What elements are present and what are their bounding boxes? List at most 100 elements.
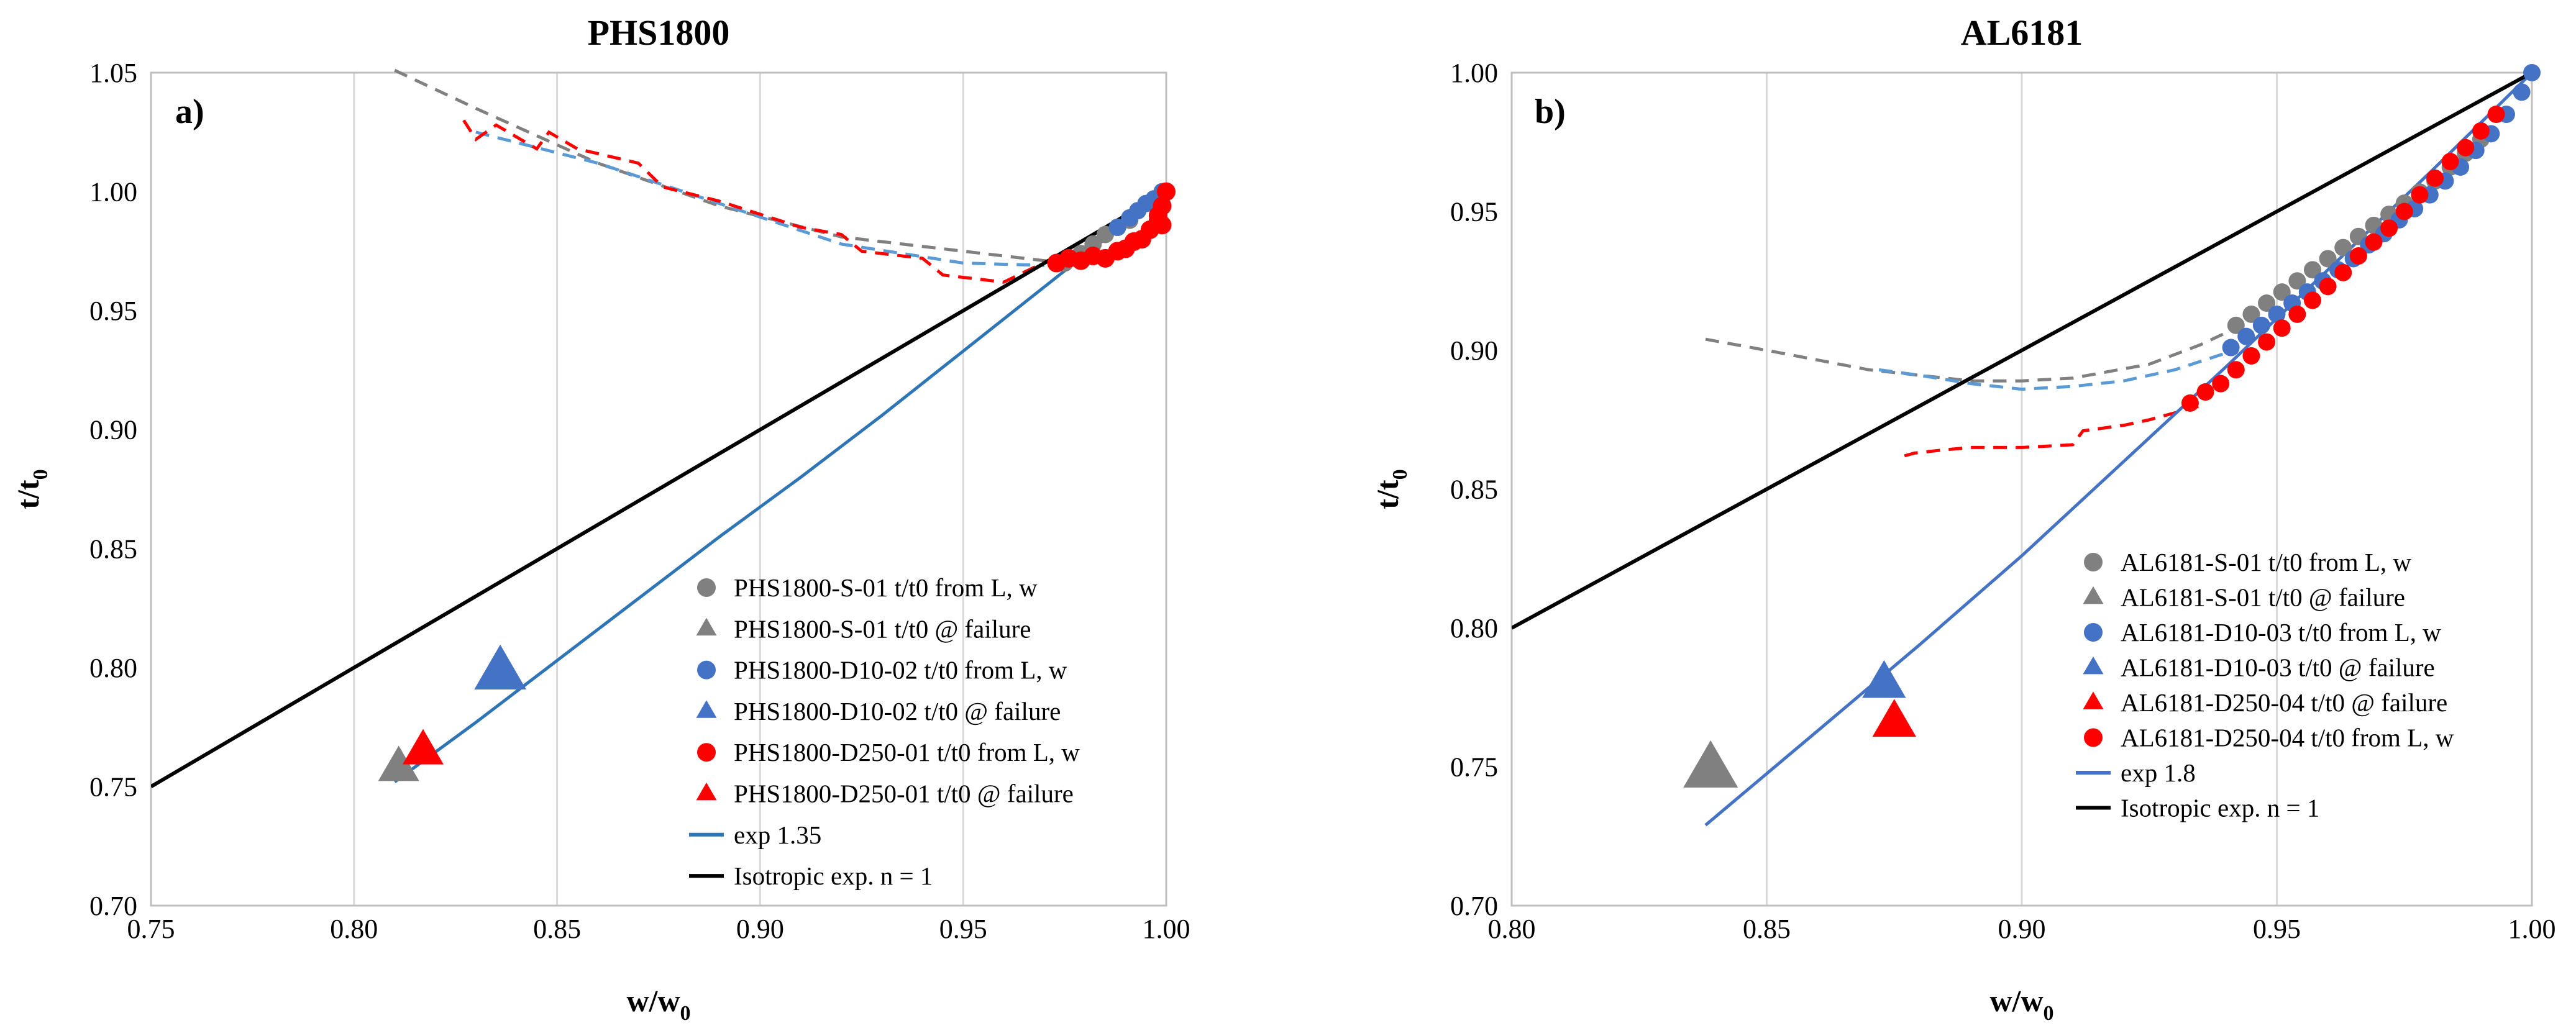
series-al6181-s-01-t-t0-dashed	[1705, 326, 2237, 383]
x-tick-label: 0.85	[1743, 914, 1791, 944]
point-phs1800-d10-02-t-t0-from-l-w	[1108, 219, 1126, 237]
legend-label: exp 1.8	[2121, 758, 2196, 787]
series-exp-1-35	[393, 190, 1167, 783]
point-al6181-s-01-t-t0-from-l-w	[2258, 294, 2276, 312]
point-al6181-d250-04-t-t0-from-l-w	[2395, 202, 2413, 221]
y-tick-label: 0.85	[1450, 475, 1498, 505]
legend-marker-circle	[2084, 553, 2103, 571]
point-phs1800-d250-01-t-t0-from-l-w	[1153, 216, 1172, 235]
series-isotropic-exp-n-1	[151, 190, 1167, 788]
y-tick-label: 0.85	[89, 534, 137, 564]
legend-item: AL6181-D10-03 t/t0 @ failure	[2083, 653, 2435, 682]
point-al6181-d250-04-t-t0-from-l-w	[2411, 186, 2429, 204]
plot-frame	[150, 71, 1167, 907]
point-phs1800-d250-01-t-t0-from-l-w	[1157, 182, 1176, 201]
x-tick-label: 0.80	[330, 914, 378, 944]
point-al6181-d250-04-t-t0-from-l-w	[2457, 139, 2475, 157]
point-al6181-d10-03-t-t0-from-l-w	[2237, 327, 2255, 345]
legend-marker-circle	[2084, 623, 2103, 642]
point-al6181-s-01-t-t0-from-l-w	[2227, 316, 2245, 334]
y-axis-label: t/t0	[11, 469, 52, 509]
legend-marker-triangle	[696, 782, 717, 801]
x-tick-label: 0.90	[736, 914, 784, 944]
series-exp-1-8	[1704, 71, 2533, 827]
legend-label: PHS1800-D250-01 t/t0 @ failure	[734, 780, 1074, 808]
legend-marker-circle	[2084, 728, 2103, 747]
point-al6181-d250-04-t-t0-from-l-w	[2426, 169, 2444, 187]
legend: AL6181-S-01 t/t0 from L, w AL6181-S-01 t/…	[2076, 548, 2454, 822]
legend-item: AL6181-S-01 t/t0 @ failure	[2083, 583, 2405, 612]
series-group	[1512, 64, 2541, 827]
legend-item: exp 1.8	[2076, 758, 2196, 787]
legend-marker-triangle	[2083, 586, 2104, 604]
legend-label: PHS1800-S-01 t/t0 @ failure	[734, 614, 1031, 643]
point-al6181-d250-04-t-t0-from-l-w	[2349, 247, 2367, 265]
series-isotropic-exp-n-1	[1512, 71, 2533, 630]
point-al6181-s-01-t-t0-from-l-w	[2273, 283, 2291, 301]
point-al6181-d10-03-t-t0-from-l-w	[2268, 305, 2286, 323]
y-tick-label: 0.80	[1450, 613, 1498, 644]
legend-label: PHS1800-D250-01 t/t0 from L, w	[734, 738, 1080, 766]
y-tick-label: 0.70	[1450, 891, 1498, 921]
point-al6181-d250-04-t-t0-from-l-w	[2365, 233, 2383, 251]
legend-item: AL6181-S-01 t/t0 from L, w	[2084, 548, 2411, 576]
x-tick-label: 0.80	[1488, 914, 1536, 944]
legend-item: PHS1800-S-01 t/t0 from L, w	[697, 573, 1038, 602]
legend-item: exp 1.35	[689, 821, 821, 849]
legend-label: AL6181-S-01 t/t0 @ failure	[2121, 583, 2405, 612]
legend-label: AL6181-D250-04 t/t0 @ failure	[2121, 688, 2447, 717]
legend-label: AL6181-D10-03 t/t0 from L, w	[2121, 618, 2441, 647]
point-al6181-d10-03-t-t0-from-l-w	[2222, 339, 2240, 357]
point-al6181-s-01-t-t0-from-l-w	[2303, 261, 2321, 279]
legend-item: PHS1800-D10-02 t/t0 from L, w	[697, 656, 1067, 685]
legend-label: PHS1800-D10-02 t/t0 @ failure	[734, 697, 1061, 726]
y-tick-label: 0.75	[1450, 752, 1498, 783]
series-al6181-d250-04-t-t0-dashed	[1904, 404, 2201, 458]
point-al6181-d250-04-t-t0-from-l-w	[2273, 319, 2291, 337]
point-al6181-s-01-t-t0-from-l-w	[2288, 272, 2306, 290]
legend-label: AL6181-D250-04 t/t0 from L, w	[2121, 724, 2454, 752]
legend-label: exp 1.35	[734, 821, 821, 849]
point-al6181-s-01-t-t0-from-l-w	[2242, 305, 2260, 323]
y-tick-label: 0.75	[89, 771, 137, 802]
point-al6181-d250-04-t-t0-from-l-w	[2334, 263, 2352, 281]
point-al6181-d250-04-t-t0-from-l-w	[2258, 333, 2276, 351]
x-tick-label: 1.00	[2508, 914, 2556, 944]
legend-marker-circle	[697, 660, 716, 680]
point-al6181-d250-04-t-t0-from-l-w	[2288, 305, 2306, 323]
series-phs1800-d250-01-t-t0-dashed	[462, 119, 1054, 284]
legend-marker-triangle	[696, 700, 717, 718]
x-tick-label: 0.95	[2253, 914, 2301, 944]
legend-marker-triangle	[2083, 656, 2104, 675]
y-tick-label: 0.70	[89, 891, 137, 921]
x-axis-label: w/w0	[1989, 983, 2053, 1025]
y-tick-label: 1.00	[89, 177, 137, 207]
point-al6181-d10-03-t-t0-from-l-w	[2252, 316, 2270, 334]
point-al6181-d250-04-t-t0-from-l-w	[2441, 153, 2459, 171]
y-tick-label: 0.80	[89, 653, 137, 683]
point-al6181-d10-03-t-t0-from-l-w	[2513, 83, 2531, 101]
y-tick-label: 1.05	[89, 58, 137, 88]
point-al6181-d10-03-t-t0-failure	[1862, 660, 1906, 698]
x-axis-label: w/w0	[626, 983, 690, 1025]
series-group	[151, 68, 1176, 788]
legend-marker-triangle	[696, 617, 717, 636]
y-tick-label: 0.90	[89, 415, 137, 445]
point-al6181-d250-04-t-t0-from-l-w	[2303, 291, 2321, 309]
legend-item: AL6181-D250-04 t/t0 @ failure	[2083, 688, 2447, 717]
point-al6181-s-01-t-t0-from-l-w	[2319, 250, 2337, 268]
chart-title: PHS1800	[588, 12, 730, 53]
x-tick-label: 1.00	[1143, 914, 1190, 944]
point-phs1800-d250-01-t-t0-failure	[402, 729, 444, 765]
point-al6181-d250-04-t-t0-failure	[1872, 699, 1916, 737]
legend-marker-triangle	[2083, 691, 2104, 709]
point-al6181-d250-04-t-t0-from-l-w	[2380, 219, 2398, 237]
legend-label: PHS1800-S-01 t/t0 from L, w	[734, 573, 1038, 602]
legend-item: Isotropic exp. n = 1	[689, 862, 933, 890]
legend-label: Isotropic exp. n = 1	[734, 862, 933, 890]
series-phs1800-d10-02-t-t0-dashed	[475, 130, 1044, 267]
y-tick-label: 0.95	[89, 296, 137, 326]
legend-label: AL6181-S-01 t/t0 from L, w	[2121, 548, 2411, 576]
legend-item: Isotropic exp. n = 1	[2076, 794, 2319, 822]
point-al6181-d250-04-t-t0-from-l-w	[2319, 278, 2337, 296]
